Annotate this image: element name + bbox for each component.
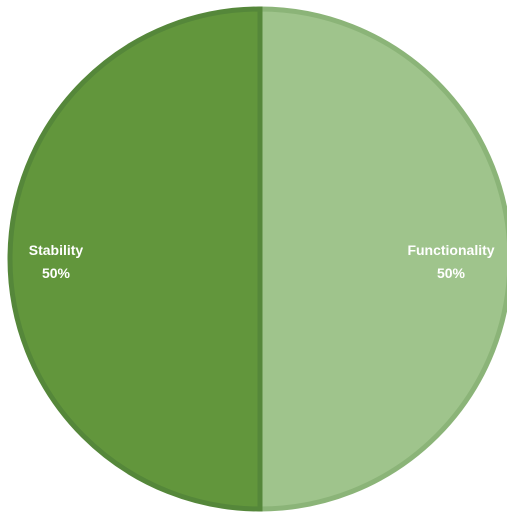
pie-labels: Stability 50% Functionality 50% xyxy=(29,242,495,281)
pie-slice-stability xyxy=(7,6,263,512)
slice-label-functionality: Functionality xyxy=(407,242,494,258)
slice-label-stability: Stability xyxy=(29,242,84,258)
pie-slices xyxy=(7,6,507,512)
slice-value-functionality: 50% xyxy=(437,265,466,281)
slice-value-stability: 50% xyxy=(42,265,71,281)
pie-slice-functionality xyxy=(257,6,507,512)
